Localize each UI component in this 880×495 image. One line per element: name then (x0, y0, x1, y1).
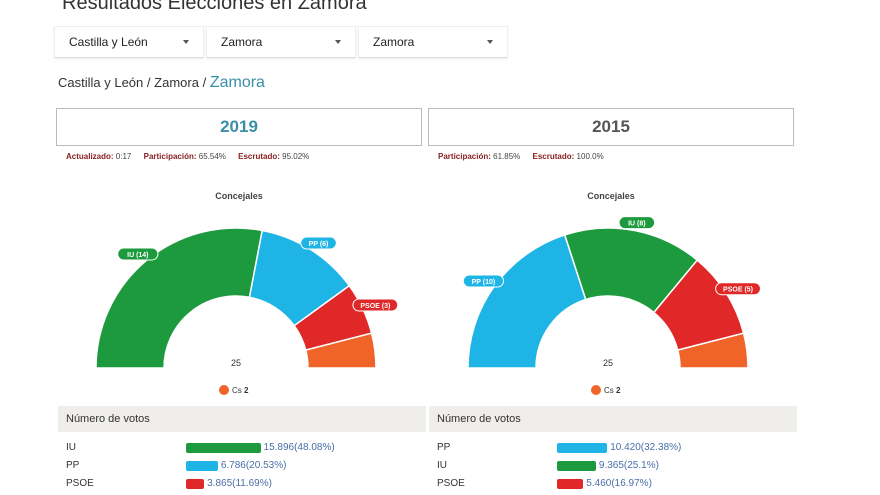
year-heading: 2019 (56, 108, 422, 146)
chart-title: Concejales (215, 191, 263, 201)
seat-label-psoe: PSOE (5) (715, 282, 761, 296)
seats-donut-chart: PP (10) IU (8) PSOE (5) 25 Cs 2 (462, 216, 761, 395)
vote-bar (186, 479, 205, 489)
seats-chart: Concejales PP (10) IU (8) PSOE (5) 25 Cs 2 (428, 161, 794, 401)
participation-label: Participación: (438, 152, 491, 161)
legend-cs-label: Cs 2 (604, 386, 621, 395)
chart-title: Concejales (587, 191, 635, 201)
seat-label-text: PSOE (5) (723, 287, 753, 294)
results-panel-2015: 2015 Participación: 61.85% Escrutado: 10… (428, 108, 794, 401)
seat-slice-cs[interactable] (676, 332, 749, 369)
breadcrumb-separator: / (202, 75, 207, 90)
vote-party-name: IU (66, 442, 76, 453)
legend-cs[interactable]: Cs 2 (591, 385, 621, 395)
legend-cs-dot (591, 385, 601, 395)
stats-line: Participación: 61.85% Escrutado: 100.0% (428, 152, 794, 161)
vote-value: 6.786(20.53%) (220, 460, 287, 471)
seat-label-pp: PP (10) (462, 274, 505, 288)
vote-row-iu: IU 15.896(48.08%) (58, 440, 426, 456)
seat-label-text: PP (10) (472, 279, 496, 286)
chevron-down-icon (335, 40, 341, 44)
votes-header-2019: Número de votos (58, 406, 426, 432)
legend-cs-dot (219, 385, 229, 395)
legend-cs-value: 2 (616, 386, 621, 395)
seat-label-pp: PP (6) (300, 236, 337, 250)
region-dropdown[interactable]: Castilla y León (54, 26, 204, 58)
vote-row-psoe: PSOE 3.865(11.69%) (58, 476, 426, 492)
stats-line: Actualizado: 0:17 Participación: 65.54% … (56, 152, 422, 161)
breadcrumb-current: Zamora (209, 74, 265, 91)
participation-value: 65.54% (198, 152, 226, 161)
municipality-dropdown-label: Zamora (373, 35, 415, 49)
seats-donut-chart: IU (14) PP (6) PSOE (3) 25 Cs 2 (95, 227, 399, 395)
vote-party-name: IU (437, 460, 447, 471)
seat-slice-cs[interactable] (304, 332, 377, 369)
counted-label: Escrutado: (532, 152, 575, 161)
region-dropdown-label: Castilla y León (69, 35, 148, 49)
municipality-dropdown[interactable]: Zamora (358, 26, 508, 58)
legend-cs-value: 2 (244, 386, 249, 395)
breadcrumb-separator: / (146, 75, 151, 90)
vote-value: 15.896(48.08%) (263, 442, 335, 453)
participation-label: Participación: (143, 152, 197, 161)
seats-chart: Concejales IU (14) PP (6) PSOE (3) 25 Cs 2 (56, 161, 422, 401)
seat-slice-iu[interactable] (95, 227, 264, 369)
legend-cs[interactable]: Cs 2 (219, 385, 249, 395)
seat-label-iu: IU (14) (117, 247, 159, 261)
vote-bar (186, 443, 261, 453)
chevron-down-icon (183, 40, 189, 44)
vote-row-iu: IU 9.365(25.1%) (429, 458, 797, 474)
vote-party-name: PP (437, 442, 451, 453)
counted-value: 100.0% (576, 152, 604, 161)
updated-label: Actualizado: (66, 152, 114, 161)
vote-party-name: PSOE (437, 478, 465, 489)
breadcrumb-region-link[interactable]: Castilla y León (58, 75, 144, 90)
seat-label-text: PSOE (3) (360, 303, 390, 310)
vote-bar (557, 461, 596, 471)
counted-value: 95.02% (282, 152, 310, 161)
province-dropdown-label: Zamora (221, 35, 263, 49)
votes-header-2015: Número de votos (429, 406, 797, 432)
chevron-down-icon (487, 40, 493, 44)
vote-row-pp: PP 10.420(32.38%) (429, 440, 797, 456)
seat-label-psoe: PSOE (3) (352, 298, 399, 312)
seat-label-text: IU (8) (628, 221, 646, 228)
vote-row-psoe: PSOE 5.460(16.97%) (429, 476, 797, 492)
updated-value: 0:17 (115, 152, 132, 161)
vote-value: 10.420(32.38%) (610, 442, 682, 453)
total-seats: 25 (603, 358, 613, 368)
participation-value: 61.85% (493, 152, 521, 161)
vote-row-pp: PP 6.786(20.53%) (58, 458, 426, 474)
vote-party-name: PSOE (66, 478, 94, 489)
vote-bar (557, 479, 584, 489)
seat-label-iu: IU (8) (618, 216, 656, 230)
seat-label-text: PP (6) (309, 241, 329, 248)
vote-value: 3.865(11.69%) (207, 478, 272, 489)
vote-value: 5.460(16.97%) (586, 478, 652, 489)
year-heading: 2015 (428, 108, 794, 146)
results-panel-2019: 2019 Actualizado: 0:17 Participación: 65… (56, 108, 422, 401)
filter-bar: Castilla y León Zamora Zamora (54, 26, 510, 58)
seat-label-text: IU (14) (127, 252, 148, 259)
legend-cs-label: Cs 2 (232, 386, 249, 395)
breadcrumb-province-link[interactable]: Zamora (154, 75, 199, 90)
vote-bar (186, 461, 218, 471)
seat-slice-pp[interactable] (467, 233, 587, 369)
vote-value: 9.365(25.1%) (598, 460, 659, 471)
vote-party-name: PP (66, 460, 80, 471)
counted-label: Escrutado: (238, 152, 280, 161)
page-title: Resultados Elecciones en Zamora (62, 0, 367, 14)
total-seats: 25 (231, 358, 241, 368)
vote-bar (557, 443, 608, 453)
breadcrumb: Castilla y León / Zamora / Zamora (58, 74, 265, 92)
province-dropdown[interactable]: Zamora (206, 26, 356, 58)
